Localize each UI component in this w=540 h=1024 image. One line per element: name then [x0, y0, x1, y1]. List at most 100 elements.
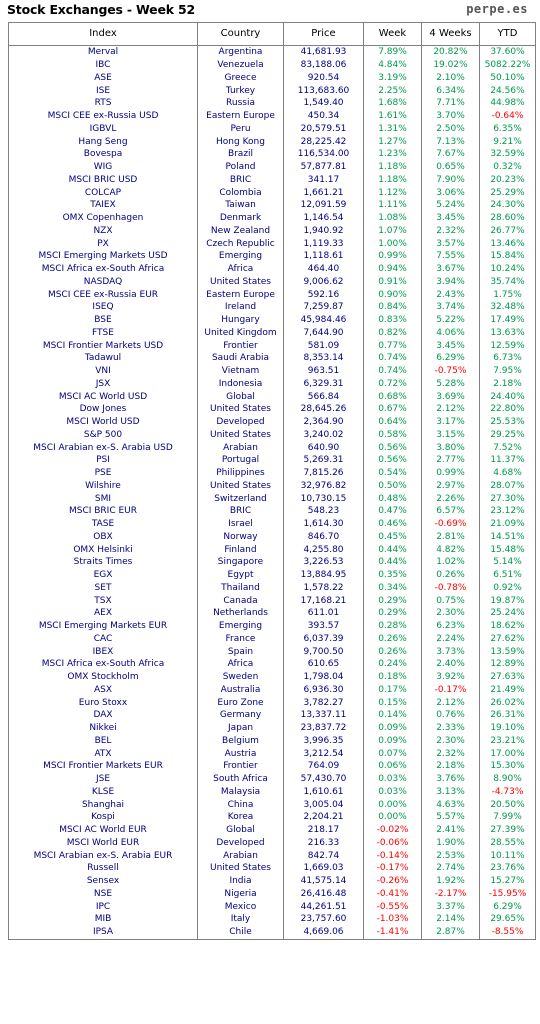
cell-index: MSCI CEE ex-Russia USD: [8, 109, 198, 123]
cell-index: MSCI CEE ex-Russia EUR: [8, 288, 198, 301]
column-header-week: Week: [363, 22, 422, 46]
table-row: MSCI World EUR Developed 216.33 -0.06% 1.90%…: [8, 836, 536, 850]
cell-week-change: 0.67%: [363, 403, 422, 416]
cell-4-weeks-change: 2.30%: [421, 734, 480, 748]
cell-week-change: 0.44%: [363, 556, 422, 569]
table-row: IGBVL Peru 20,579.51 1.31% 2.50% 6.35%: [8, 122, 536, 136]
cell-ytd-change: -0.64%: [479, 109, 536, 123]
cell-price: 1,940.92: [283, 224, 364, 238]
cell-4-weeks-change: 3.80%: [421, 441, 480, 454]
cell-week-change: 1.08%: [363, 211, 422, 225]
cell-4-weeks-change: 3.70%: [421, 109, 480, 123]
cell-country: Taiwan: [197, 199, 284, 212]
cell-country: Arabian: [197, 849, 284, 862]
cell-4-weeks-change: 3.45%: [421, 339, 480, 352]
table-row: MSCI AC World USD Global 566.84 0.68% 3.69% 2…: [8, 390, 536, 403]
cell-price: 41,681.93: [283, 45, 364, 59]
cell-ytd-change: 28.07%: [479, 479, 536, 493]
cell-index: CAC: [8, 632, 198, 646]
cell-price: 1,118.61: [283, 250, 364, 263]
cell-country: Thailand: [197, 581, 284, 595]
table-row: MSCI AC World EUR Global 218.17 -0.02% 2.41%…: [8, 823, 536, 837]
cell-price: 1,661.21: [283, 186, 364, 199]
cell-country: Australia: [197, 683, 284, 697]
cell-4-weeks-change: 2.26%: [421, 492, 480, 505]
cell-country: Developed: [197, 415, 284, 429]
cell-country: Germany: [197, 709, 284, 722]
table-row: COLCAP Colombia 1,661.21 1.12% 3.06% 25.29%: [8, 186, 536, 199]
cell-week-change: 0.34%: [363, 581, 422, 595]
cell-4-weeks-change: 3.45%: [421, 211, 480, 225]
cell-price: 9,006.62: [283, 275, 364, 289]
cell-country: Chile: [197, 925, 284, 940]
cell-week-change: 0.00%: [363, 811, 422, 824]
cell-week-change: 0.68%: [363, 390, 422, 403]
cell-week-change: 1.18%: [363, 173, 422, 187]
table-row: AEX Netherlands 611.01 0.29% 2.30% 25.24%: [8, 607, 536, 620]
cell-week-change: 0.48%: [363, 492, 422, 505]
cell-index: IPC: [8, 900, 198, 913]
cell-country: Euro Zone: [197, 696, 284, 709]
cell-week-change: 0.14%: [363, 709, 422, 722]
cell-ytd-change: 0.92%: [479, 581, 536, 595]
cell-price: 28,225.42: [283, 135, 364, 148]
cell-4-weeks-change: 2.81%: [421, 530, 480, 544]
cell-week-change: 0.82%: [363, 326, 422, 340]
cell-price: 450.34: [283, 109, 364, 123]
cell-week-change: 1.18%: [363, 160, 422, 174]
cell-week-change: 0.17%: [363, 683, 422, 697]
cell-price: 7,815.26: [283, 466, 364, 480]
cell-country: Eastern Europe: [197, 109, 284, 123]
table-row: Merval Argentina 41,681.93 7.89% 20.82% 37.60…: [8, 45, 536, 59]
cell-4-weeks-change: 6.34%: [421, 84, 480, 97]
cell-price: 1,669.03: [283, 862, 364, 875]
cell-index: Nikkei: [8, 721, 198, 735]
cell-price: 464.40: [283, 262, 364, 276]
cell-4-weeks-change: 2.32%: [421, 747, 480, 760]
table-row: Russell United States 1,669.03 -0.17% 2.74% 2…: [8, 862, 536, 875]
table-row: MSCI Africa ex-South Africa Africa 610.65 0…: [8, 658, 536, 671]
cell-price: 610.65: [283, 658, 364, 671]
cell-price: 83,188.06: [283, 58, 364, 72]
cell-country: Philippines: [197, 466, 284, 480]
table-row: SMI Switzerland 10,730.15 0.48% 2.26% 27.30%: [8, 492, 536, 505]
cell-4-weeks-change: 19.02%: [421, 58, 480, 72]
cell-country: Brazil: [197, 148, 284, 161]
cell-index: ISE: [8, 84, 198, 97]
table-row: Straits Times Singapore 3,226.53 0.44% 1.02%…: [8, 556, 536, 569]
cell-4-weeks-change: 5.22%: [421, 313, 480, 327]
table-row: TSX Canada 17,168.21 0.29% 0.75% 19.87%: [8, 594, 536, 607]
table-row: Euro Stoxx Euro Zone 3,782.27 0.15% 2.12% 26.…: [8, 696, 536, 709]
cell-week-change: 7.89%: [363, 45, 422, 59]
cell-4-weeks-change: 3.67%: [421, 262, 480, 276]
cell-price: 566.84: [283, 390, 364, 403]
cell-week-change: 0.09%: [363, 734, 422, 748]
cell-4-weeks-change: -2.17%: [421, 887, 480, 901]
cell-ytd-change: -4.73%: [479, 785, 536, 799]
cell-week-change: -1.03%: [363, 913, 422, 926]
cell-week-change: -1.41%: [363, 925, 422, 940]
cell-price: 393.57: [283, 619, 364, 633]
cell-index: OMX Copenhagen: [8, 211, 198, 225]
cell-country: Africa: [197, 262, 284, 276]
cell-4-weeks-change: 0.75%: [421, 594, 480, 607]
cell-4-weeks-change: 7.13%: [421, 135, 480, 148]
cell-index: Russell: [8, 862, 198, 875]
cell-week-change: -0.41%: [363, 887, 422, 901]
cell-index: MSCI World USD: [8, 415, 198, 429]
cell-price: 1,614.30: [283, 517, 364, 531]
cell-ytd-change: 21.49%: [479, 683, 536, 697]
cell-country: Norway: [197, 530, 284, 544]
table-row: OMX Stockholm Sweden 1,798.04 0.18% 3.92% 27.…: [8, 670, 536, 684]
cell-index: TASE: [8, 517, 198, 531]
report-header: Stock Exchanges - Week 52 perpe.es: [0, 0, 540, 20]
cell-4-weeks-change: 1.92%: [421, 874, 480, 888]
cell-4-weeks-change: 5.24%: [421, 199, 480, 212]
cell-price: 218.17: [283, 823, 364, 837]
cell-country: Belgium: [197, 734, 284, 748]
cell-country: Hungary: [197, 313, 284, 327]
cell-4-weeks-change: 2.10%: [421, 71, 480, 85]
cell-week-change: 0.83%: [363, 313, 422, 327]
cell-ytd-change: 5.14%: [479, 556, 536, 569]
cell-week-change: 0.72%: [363, 377, 422, 391]
